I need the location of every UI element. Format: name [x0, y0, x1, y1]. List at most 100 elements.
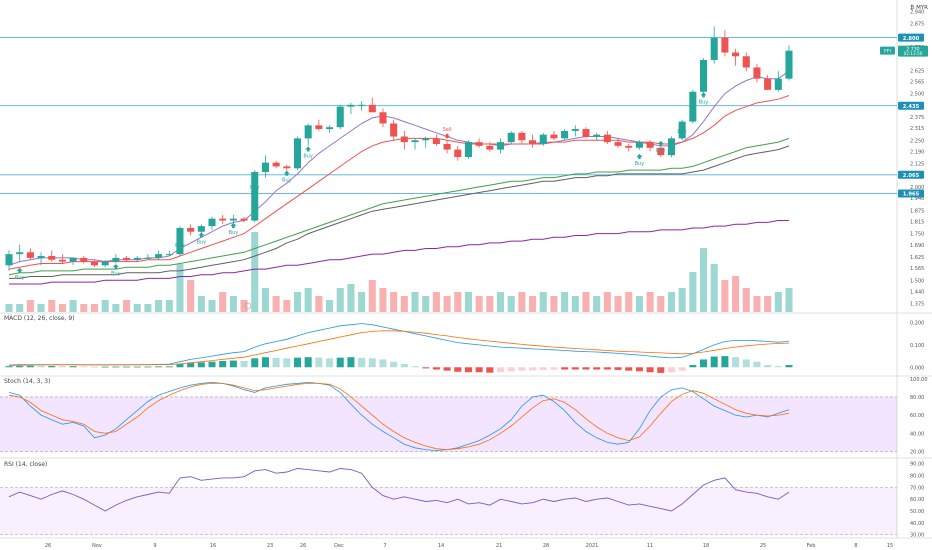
level-label-box	[898, 189, 924, 198]
macd-hist-bar	[112, 366, 120, 368]
volume-bar	[358, 292, 366, 312]
candle-body	[603, 134, 611, 143]
macd-hist-bar	[69, 366, 77, 368]
moving-average-line	[9, 145, 790, 279]
volume-bar	[464, 292, 472, 312]
candle-body	[582, 129, 590, 137]
macd-hist-bar	[464, 367, 472, 373]
price-tick: 2.190	[910, 149, 924, 155]
macd-title: MACD (12, 26, close, 9)	[4, 315, 75, 322]
volume-bar	[667, 292, 675, 312]
volume-bar	[219, 292, 227, 312]
macd-hist-bar	[625, 367, 633, 371]
buy-label: Buy	[635, 161, 645, 167]
macd-hist-bar	[475, 367, 483, 373]
macd-hist-bar	[283, 358, 291, 368]
stoch-tick: 40.00	[910, 431, 924, 437]
volume-bar	[657, 296, 665, 312]
stoch-tick: 100.00	[910, 377, 928, 383]
candle-body	[529, 140, 537, 144]
candle-body	[753, 67, 761, 79]
stoch-panel: Stoch (14, 3, 3)	[0, 378, 897, 452]
buy-label: Buy	[282, 178, 292, 184]
candle-body	[635, 142, 643, 148]
candle-body	[69, 257, 77, 262]
buy-label: Buy	[677, 129, 687, 135]
candle-body	[155, 254, 163, 258]
candle-body	[379, 112, 387, 124]
candle-body	[368, 104, 376, 113]
candle-body	[251, 172, 259, 221]
volume-bar	[689, 272, 697, 312]
macd-hist-bar	[5, 366, 13, 368]
macd-hist-bar	[358, 357, 366, 368]
volume-bar	[475, 296, 483, 312]
stoch-tick: 80.00	[910, 395, 924, 401]
macd-hist-bar	[571, 367, 579, 370]
volume-bar	[208, 300, 216, 312]
volume-bar	[48, 300, 56, 312]
buy-label: Buy	[175, 243, 185, 249]
rsi-tick: 80.00	[910, 474, 924, 480]
buy-label: Buy	[699, 99, 709, 105]
buy-arrow-icon	[679, 122, 686, 128]
macd-tick: 0.000	[910, 365, 924, 371]
price-panel: Buy Buy Buy Buy Buy Buy Buy Buy Sell Buy Buy Buy Buy	[0, 26, 897, 312]
volume-bar	[529, 296, 537, 312]
candle-body	[411, 140, 419, 143]
candle-body	[133, 257, 141, 260]
volume-bar	[710, 264, 718, 312]
price-tick: 1.625	[910, 255, 924, 261]
candle-body	[507, 132, 515, 143]
macd-hist-bar	[635, 367, 643, 372]
rsi-lines	[0, 468, 897, 535]
date-axis[interactable]: 26 Nov 9 16 23 26 Dec 7 14 21 28 2021 11 18 25 Feb 8 15	[45, 543, 893, 549]
candle-body	[358, 104, 366, 106]
volume-bar	[112, 304, 120, 312]
candle-body	[678, 121, 686, 139]
volume-bar	[785, 288, 793, 312]
price-tick: 2.375	[910, 115, 924, 121]
price-axis[interactable]: ₿ MYR 2.9402.8752.8002.7502.6252.5652.50…	[880, 4, 928, 539]
macd-hist-bar	[561, 367, 569, 370]
macd-hist-bar	[689, 365, 697, 368]
candle-body	[721, 37, 729, 53]
candle-body	[229, 218, 237, 221]
macd-hist-bar	[614, 367, 622, 370]
volume-bar	[80, 304, 88, 312]
date-tick: 9	[153, 543, 156, 549]
macd-hist-bar	[454, 367, 462, 372]
macd-hist-bar	[753, 361, 761, 368]
level-label: 2.800	[903, 36, 920, 42]
signal-markers: Buy Buy Buy Buy Buy Buy Buy Buy Sell Buy Buy Buy Buy	[15, 92, 709, 310]
candle-body	[475, 142, 483, 146]
stoch-title: Stoch (14, 3, 3)	[4, 378, 50, 385]
candle-body	[764, 78, 772, 90]
volume-bar	[603, 292, 611, 312]
macd-hist-bar	[347, 357, 355, 368]
macd-hist-bar	[411, 366, 419, 368]
macd-hist-bar	[176, 363, 184, 368]
volume-bar	[261, 288, 269, 312]
candle-body	[219, 218, 227, 221]
macd-line	[8, 323, 790, 366]
volume-bar	[293, 292, 302, 312]
date-tick: 8	[854, 543, 857, 549]
candle-body	[347, 104, 355, 107]
buy-arrow-icon	[283, 170, 290, 176]
symbol-badge	[880, 46, 895, 55]
date-tick: 14	[438, 543, 444, 549]
candle-body	[657, 147, 665, 156]
candle-body	[422, 138, 430, 141]
rsi-tick: 50.00	[910, 509, 924, 515]
price-badge	[898, 45, 928, 57]
volume-bar	[155, 300, 163, 312]
buy-arrow-icon	[16, 267, 23, 273]
moving-average-lines	[8, 70, 790, 285]
macd-hist-bar	[133, 366, 141, 368]
price-badge-countdown: 02:13:50	[904, 51, 923, 56]
candle-body	[197, 226, 205, 232]
volume-bar	[123, 300, 131, 312]
moving-average-line	[8, 95, 790, 270]
